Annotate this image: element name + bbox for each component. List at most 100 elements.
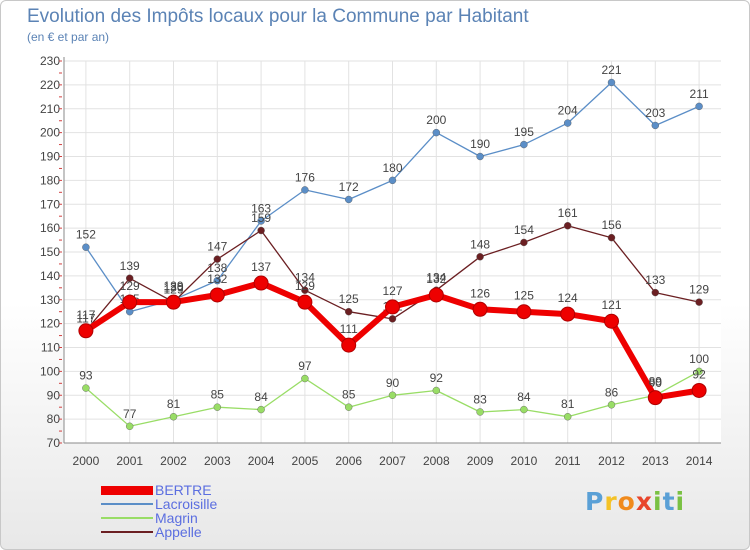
data-point-appelle — [695, 298, 703, 306]
data-point-bertre — [297, 294, 313, 310]
data-label-appelle: 117 — [76, 311, 95, 325]
logo-letter: P — [585, 487, 605, 516]
data-label-magrin: 85 — [211, 388, 225, 402]
y-tick-label: 160 — [40, 221, 60, 235]
data-point-appelle — [257, 226, 265, 235]
data-point-appelle — [564, 222, 572, 230]
x-tick-label: 2002 — [160, 454, 187, 468]
data-point-bertre — [122, 294, 138, 310]
data-label-bertre: 111 — [340, 322, 359, 336]
legend-label-lacroisille: Lacroisille — [155, 496, 218, 512]
x-tick-label: 2001 — [116, 454, 143, 468]
data-point-lacroisille — [564, 119, 572, 127]
data-point-bertre — [428, 287, 444, 303]
data-point-bertre — [560, 306, 576, 322]
data-label-appelle: 156 — [601, 218, 621, 232]
data-point-lacroisille — [432, 128, 440, 137]
x-tick-label: 2000 — [73, 454, 100, 468]
logo-letter: i — [675, 487, 686, 516]
data-point-lacroisille — [651, 121, 659, 130]
data-point-lacroisille — [213, 276, 222, 285]
data-point-appelle — [345, 307, 353, 316]
legend-swatch-appelle — [101, 531, 153, 533]
y-tick-label: 220 — [40, 78, 60, 92]
data-point-appelle — [651, 288, 659, 297]
x-tick-label: 2004 — [248, 454, 275, 468]
data-point-lacroisille — [695, 102, 703, 111]
data-label-bertre: 129 — [163, 279, 183, 293]
y-tick-label: 200 — [40, 126, 60, 140]
legend-label-bertre: BERTRE — [155, 482, 212, 498]
data-label-magrin: 90 — [386, 376, 400, 390]
data-label-lacroisille: 172 — [339, 180, 359, 194]
data-label-lacroisille: 190 — [470, 137, 490, 151]
data-point-appelle — [388, 315, 397, 323]
data-point-bertre — [385, 299, 400, 315]
data-label-magrin: 86 — [605, 385, 619, 399]
data-label-appelle: 125 — [339, 292, 359, 306]
data-label-bertre: 137 — [251, 260, 271, 274]
data-point-magrin — [432, 386, 440, 395]
data-label-bertre: 92 — [692, 367, 706, 381]
x-tick-label: 2010 — [511, 454, 538, 468]
y-tick-label: 130 — [40, 293, 60, 307]
data-point-appelle — [520, 238, 528, 247]
y-tick-label: 100 — [40, 364, 60, 378]
y-tick-label: 170 — [40, 197, 60, 211]
data-label-bertre: 125 — [514, 289, 534, 303]
y-tick-label: 80 — [47, 412, 61, 426]
data-point-magrin — [388, 391, 397, 399]
data-label-appelle: 133 — [645, 273, 665, 287]
data-label-bertre: 126 — [470, 286, 490, 300]
data-label-magrin: 93 — [79, 369, 93, 383]
data-label-lacroisille: 180 — [382, 161, 402, 175]
data-label-bertre: 132 — [426, 272, 446, 286]
data-label-appelle: 129 — [163, 283, 183, 297]
data-label-magrin: 85 — [342, 388, 356, 402]
data-label-appelle: 148 — [470, 237, 490, 251]
data-label-magrin: 81 — [561, 397, 575, 411]
data-point-lacroisille — [476, 152, 484, 161]
data-label-lacroisille: 200 — [426, 113, 446, 127]
x-tick-label: 2003 — [204, 454, 231, 468]
x-tick-label: 2006 — [335, 454, 362, 468]
data-point-lacroisille — [388, 176, 397, 185]
x-tick-label: 2014 — [686, 454, 713, 468]
data-label-magrin: 81 — [167, 397, 181, 411]
legend-label-magrin: Magrin — [155, 510, 198, 526]
data-point-magrin — [564, 413, 572, 421]
data-label-lacroisille: 130 — [163, 280, 183, 294]
data-label-appelle: 159 — [251, 211, 271, 225]
y-tick-label: 190 — [40, 150, 60, 164]
data-label-appelle: 147 — [207, 240, 227, 254]
x-tick-label: 2013 — [642, 454, 669, 468]
data-point-magrin — [520, 405, 528, 414]
data-point-appelle — [301, 286, 309, 294]
data-point-bertre — [253, 275, 269, 291]
y-tick-label: 230 — [40, 54, 60, 68]
data-point-appelle — [213, 255, 222, 263]
logo-letter: o — [617, 487, 636, 516]
y-tick-label: 120 — [40, 317, 60, 331]
data-label-bertre: 129 — [295, 279, 315, 293]
data-label-lacroisille: 203 — [645, 106, 665, 120]
data-point-magrin — [607, 401, 616, 409]
data-label-magrin: 84 — [517, 390, 531, 404]
data-point-bertre — [209, 287, 225, 303]
data-point-magrin — [125, 422, 134, 430]
data-point-magrin — [257, 405, 265, 414]
data-point-bertre — [341, 337, 357, 353]
x-tick-label: 2009 — [467, 454, 494, 468]
data-point-lacroisille — [257, 217, 265, 225]
x-tick-label: 2012 — [598, 454, 625, 468]
legend-swatch-bertre — [101, 486, 153, 495]
data-label-lacroisille: 211 — [690, 87, 709, 101]
data-label-bertre: 89 — [649, 375, 663, 389]
y-tick-label: 90 — [47, 388, 61, 402]
data-label-lacroisille: 163 — [251, 201, 271, 215]
chart-subtitle: (en € et par an) — [27, 30, 110, 44]
data-point-lacroisille — [345, 195, 353, 204]
proxiti-logo: Proxiti — [585, 487, 685, 516]
